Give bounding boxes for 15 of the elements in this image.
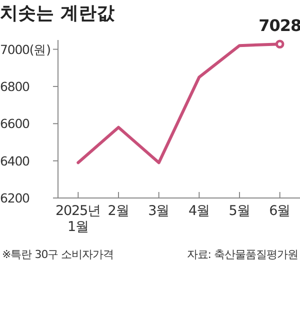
x-tick-label: 2025년 1월 — [55, 203, 101, 236]
text: 자료: 축산물품질평가원 — [186, 248, 298, 261]
x-tick-label: 2월 — [108, 203, 130, 219]
y-tick-label: 6200 — [0, 190, 30, 206]
y-tick-label: 6800 — [0, 78, 30, 94]
y-tick-label: 6600 — [0, 116, 30, 132]
text: ※특란 30구 소비자가격 — [2, 248, 114, 261]
x-tick-label: 4월 — [188, 203, 210, 219]
chart-title: 치솟는 계란값 — [0, 3, 116, 24]
y-tick-label: 6400 — [0, 153, 30, 168]
data-label: 7028 — [258, 16, 300, 36]
y-tick-label: 7000(원) — [0, 42, 50, 57]
x-tick-label: 6월 — [269, 203, 291, 219]
x-tick-label: 5월 — [228, 203, 250, 219]
x-tick-label: 3월 — [148, 203, 170, 219]
